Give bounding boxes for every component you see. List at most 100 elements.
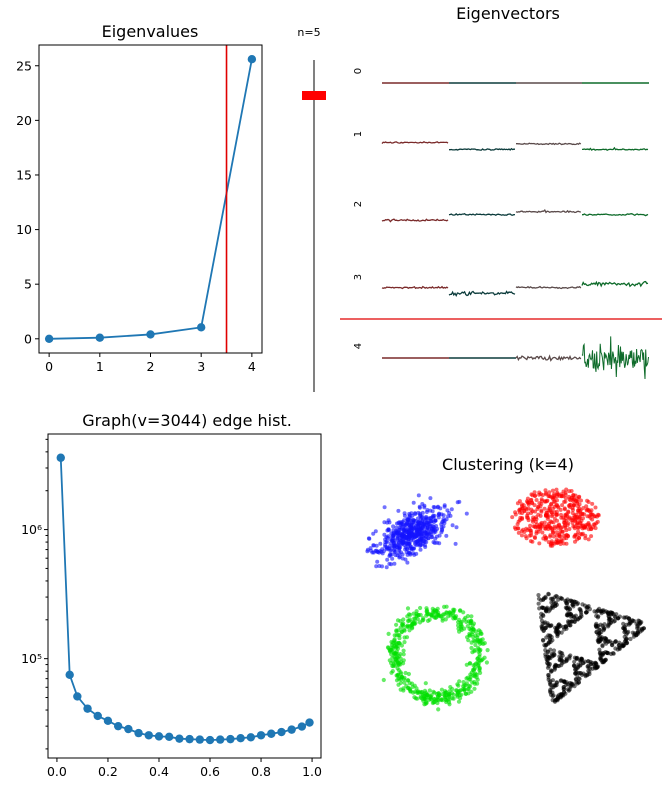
cluster-black-point <box>617 645 622 650</box>
cluster-red-point <box>549 541 554 546</box>
cluster-green-point <box>398 670 403 675</box>
n-slider-handle[interactable] <box>302 91 326 100</box>
cluster-red-point <box>543 488 548 493</box>
cluster-green-point <box>407 681 412 686</box>
cluster-red-point <box>551 499 556 504</box>
x-tick-label: 3 <box>197 359 205 374</box>
cluster-green-point <box>406 671 411 677</box>
cluster-red-point <box>581 516 585 521</box>
cluster-red-point <box>554 512 559 517</box>
cluster-black-point <box>565 611 570 617</box>
n-slider[interactable]: n=5 <box>297 26 326 392</box>
cluster-blue-point <box>404 542 409 546</box>
cluster-red-point <box>542 506 547 511</box>
cluster-black-point <box>567 656 572 661</box>
eigenvector-row-label: 2 <box>353 201 364 207</box>
cluster-black-point <box>548 679 553 684</box>
cluster-green-point <box>386 631 391 637</box>
cluster-blue-point <box>430 534 435 539</box>
cluster-red-point <box>570 517 575 522</box>
cluster-green-point <box>458 608 463 613</box>
y-tick-label: 0 <box>24 331 32 346</box>
cluster-blue-point <box>422 531 427 536</box>
cluster-red-point <box>545 513 550 518</box>
cluster-black-point <box>543 594 548 600</box>
cluster-green-point <box>475 635 480 640</box>
cluster-blue-point <box>420 502 425 506</box>
cluster-blue-point <box>403 538 408 543</box>
cluster-blue-point <box>417 537 422 542</box>
cluster-red-point <box>563 496 568 501</box>
cluster-red-point <box>593 514 598 519</box>
edge-hist-point <box>305 718 314 727</box>
cluster-black-point <box>606 614 612 620</box>
cluster-black-point <box>588 662 593 667</box>
cluster-red-point <box>564 533 569 537</box>
cluster-blue-point <box>432 505 437 510</box>
cluster-green-point <box>381 677 386 683</box>
cluster-green-point <box>412 683 417 688</box>
cluster-black-point <box>545 605 550 610</box>
cluster-black-point <box>566 619 571 624</box>
clustering-panel: Clustering (k=4) <box>365 455 647 712</box>
x-tick-label: 4 <box>248 359 256 374</box>
cluster-black-point <box>572 659 577 664</box>
cluster-green-point <box>436 610 441 615</box>
cluster-green-point <box>401 661 406 666</box>
cluster-black-point <box>598 650 603 655</box>
cluster-green-point <box>448 685 453 690</box>
cluster-red-point <box>556 525 560 530</box>
cluster-red-point <box>523 506 528 511</box>
cluster-black-point <box>578 671 584 676</box>
cluster-black-point <box>598 656 603 661</box>
cluster-red-point <box>553 539 558 544</box>
cluster-black-point <box>630 630 635 635</box>
eigenvectors-plot: 0 1 2 3 4 <box>340 68 662 380</box>
cluster-blue-point <box>416 493 421 498</box>
cluster-black-point <box>636 618 641 623</box>
cluster-black-point <box>548 669 554 674</box>
cluster-black-point <box>617 640 622 645</box>
cluster-blue-point <box>382 520 387 525</box>
cluster-red-point <box>593 505 598 510</box>
cluster-black-point <box>546 640 551 645</box>
cluster-red-point <box>576 529 581 534</box>
cluster-black-point <box>598 639 603 644</box>
cluster-green-point <box>403 670 408 676</box>
cluster-green-point <box>453 615 458 621</box>
cluster-black-point <box>548 690 553 695</box>
cluster-red-point <box>518 507 523 512</box>
cluster-blue-point <box>413 540 418 545</box>
cluster-black-point <box>627 621 632 626</box>
edge-hist-point <box>124 724 133 734</box>
eigenvalues-panel: Eigenvalues 0 1 2 3 4 0 5 10 15 20 25 <box>16 22 263 374</box>
cluster-red-point <box>523 534 528 539</box>
cluster-green-point <box>421 698 426 704</box>
cluster-red-point <box>577 536 581 540</box>
cluster-black-point <box>566 688 571 693</box>
edge-hist-line <box>59 457 310 741</box>
eigenvector-segment <box>515 285 582 290</box>
cluster-black-point <box>546 673 551 678</box>
cluster-green-point <box>391 659 396 664</box>
cluster-red-point <box>590 501 595 506</box>
cluster-black-point <box>601 608 606 613</box>
cluster-black-point <box>569 682 574 687</box>
cluster-red-point <box>539 508 544 513</box>
cluster-green-point <box>442 612 447 617</box>
cluster-green-point <box>389 647 394 653</box>
eigenvalues-plot: 0 1 2 3 4 0 5 10 15 20 25 <box>16 45 257 374</box>
cluster-red-point <box>559 512 563 517</box>
cluster-green-point <box>473 671 478 676</box>
cluster-green-point <box>464 619 469 625</box>
cluster-blue-point <box>374 564 379 569</box>
x-tick-label: 0 <box>45 359 53 374</box>
cluster-green-point <box>485 648 490 653</box>
cluster-green-point <box>435 606 440 611</box>
cluster-green-point <box>405 614 410 619</box>
eigenvectors-panel: Eigenvectors 0 1 2 3 4 <box>340 4 662 380</box>
edge-hist-point <box>185 734 194 744</box>
cluster-green-point <box>392 633 397 638</box>
cluster-blue-point <box>385 557 390 562</box>
